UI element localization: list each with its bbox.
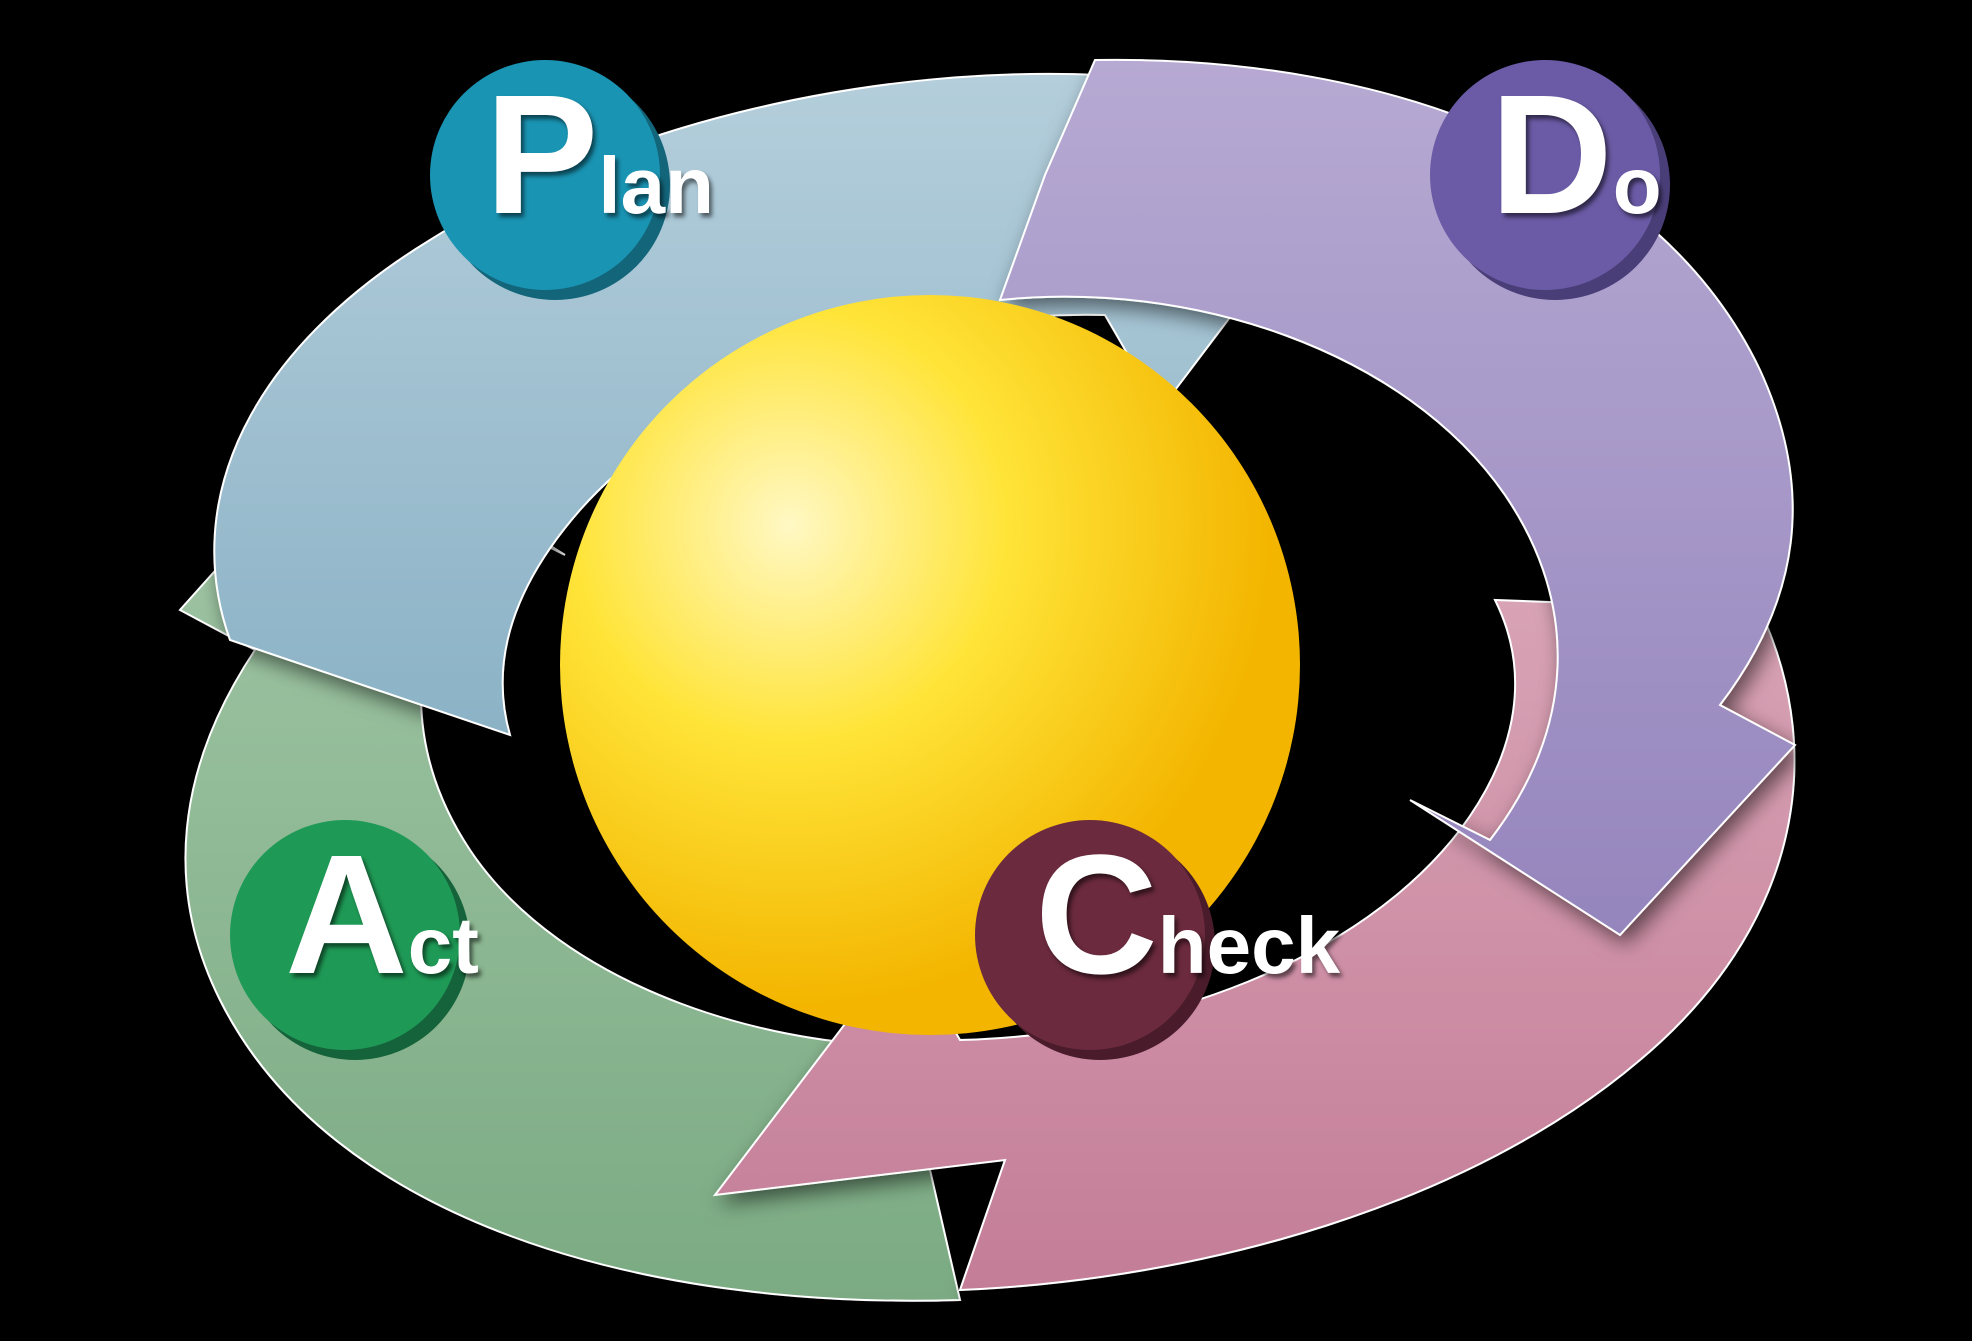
cycle-arrows: [0, 0, 1972, 1341]
label-act: Act: [285, 830, 479, 1000]
label-act-small: ct: [408, 906, 479, 986]
label-do-small: o: [1613, 146, 1662, 226]
label-do-big: D: [1490, 70, 1613, 240]
label-check-small: heck: [1158, 906, 1340, 986]
label-plan-big: P: [485, 70, 598, 240]
label-check-big: C: [1035, 830, 1158, 1000]
label-plan-small: lan: [598, 146, 714, 226]
label-act-big: A: [285, 830, 408, 1000]
label-plan: Plan: [485, 70, 714, 240]
pdca-diagram: Plan Do Check Act: [0, 0, 1972, 1341]
label-check: Check: [1035, 830, 1340, 1000]
label-do: Do: [1490, 70, 1662, 240]
